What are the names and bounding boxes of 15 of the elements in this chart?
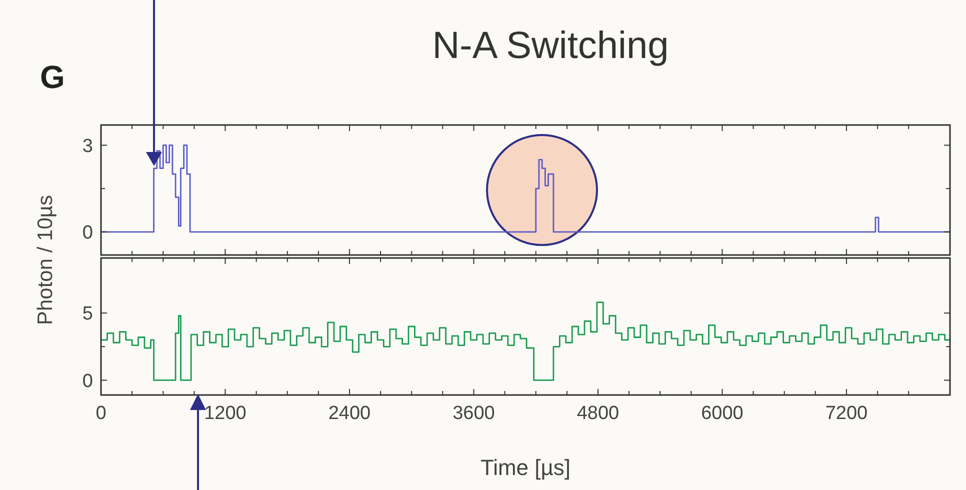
- y-tick-label: 0: [82, 222, 93, 244]
- x-tick-label: 2400: [328, 403, 371, 424]
- y-tick-label: 3: [82, 136, 93, 157]
- x-axis-title: Time [µs]: [480, 455, 571, 480]
- x-tick-label: 4800: [576, 403, 620, 424]
- x-tick-label: 1200: [204, 403, 246, 424]
- chart-title: N-A Switching: [432, 25, 669, 67]
- y-tick-label: 5: [82, 304, 93, 325]
- x-tick-label: 3600: [452, 403, 495, 424]
- x-tick-label: 0: [96, 403, 106, 424]
- y-tick-label: 0: [82, 370, 93, 392]
- y-axis-title: Photon / 10µs: [34, 194, 57, 326]
- x-tick-label: 6000: [701, 403, 744, 424]
- text: G: [40, 59, 65, 95]
- x-tick-label: 7200: [825, 403, 868, 424]
